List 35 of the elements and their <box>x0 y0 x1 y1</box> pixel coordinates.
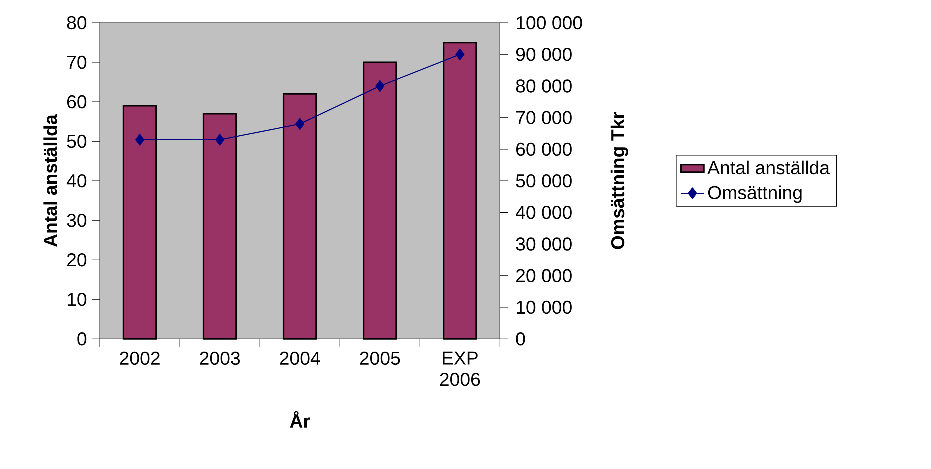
y2-tick-label: 30 000 <box>516 238 572 251</box>
y2-tick-label: 90 000 <box>516 48 572 62</box>
y-tick-label: 50 <box>67 134 87 148</box>
y-tick-label: 40 <box>66 174 87 188</box>
y2-tick-label: 70 000 <box>516 111 572 124</box>
y2-tick-label: 10 000 <box>516 300 572 314</box>
y-tick-label: 80 <box>67 16 87 30</box>
y-tick-label: 60 <box>67 95 87 109</box>
legend-label: Omsättning <box>708 186 802 204</box>
y2-tick-label: 20 000 <box>516 269 572 282</box>
y-tick-label: 20 <box>67 253 87 267</box>
y-tick-label: 70 <box>68 56 87 70</box>
y-tick-label: 10 <box>68 292 87 306</box>
y-tick-label: 30 <box>67 214 87 228</box>
point <box>296 118 305 130</box>
x-tick-label: 2002 <box>120 352 160 365</box>
y2-axis-title: Omsättning Tkr <box>610 112 628 250</box>
x-tick-label: 2004 <box>280 352 320 365</box>
y-tick-label: 0 <box>78 332 87 346</box>
y2-tick-label: 100 000 <box>516 16 582 30</box>
y-axis-title: Antal anställda <box>44 114 58 247</box>
x-tick-label: 2003 <box>200 352 240 365</box>
legend-label: Antal anställda <box>708 160 830 175</box>
x-axis-title: År <box>290 411 310 428</box>
x-tick-label: 2005 <box>360 352 400 365</box>
point <box>216 134 225 146</box>
y2-tick-label: 80 000 <box>516 80 572 93</box>
point <box>456 48 465 60</box>
point <box>136 134 145 146</box>
y2-tick-label: 40 000 <box>516 206 572 220</box>
x-tick-label: EXP 2006 <box>440 352 480 386</box>
y2-tick-label: 50 000 <box>516 174 572 188</box>
point <box>376 80 385 92</box>
y2-tick-label: 60 000 <box>516 142 572 156</box>
y2-tick-label: 0 <box>516 332 526 346</box>
